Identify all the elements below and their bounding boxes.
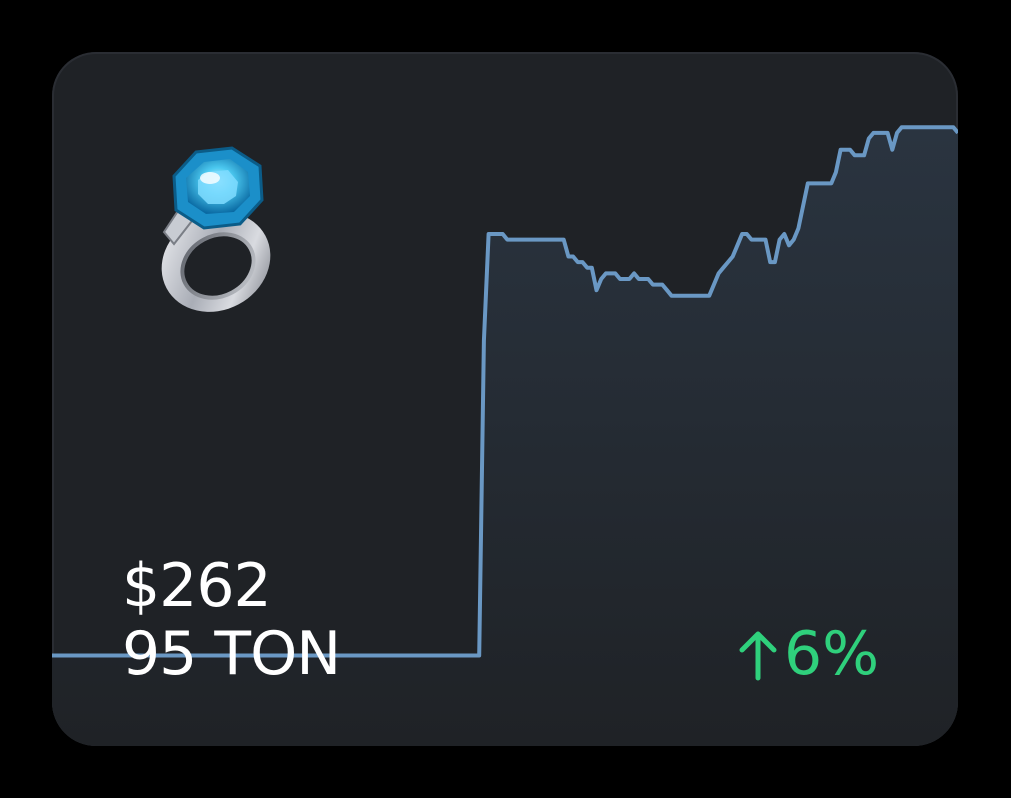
chart-line xyxy=(52,125,958,658)
gift-card[interactable]: $262 95 TON 6% xyxy=(52,52,958,746)
price-chart xyxy=(52,125,958,746)
price-ton: 95 TON xyxy=(122,619,341,689)
change-percent: 6% xyxy=(784,619,880,689)
price-change: 6% xyxy=(736,624,879,684)
arrow-up-icon xyxy=(739,631,777,681)
chart-area xyxy=(52,127,958,746)
price-usd: $262 xyxy=(122,551,272,621)
gem-ring-icon xyxy=(144,132,284,322)
